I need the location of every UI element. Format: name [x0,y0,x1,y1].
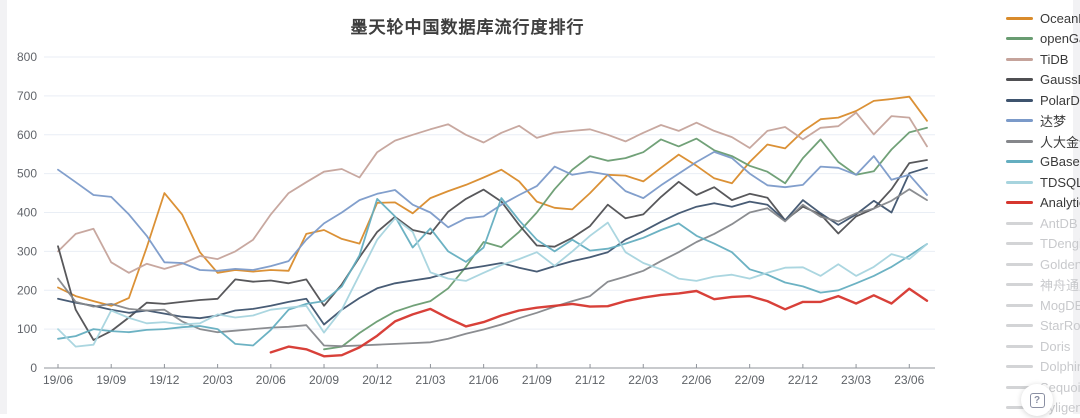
legend-item-openGauss[interactable]: openGauss [1006,29,1076,50]
legend-label-AnalyticDB: AnalyticDB [1040,195,1080,210]
x-axis-label-22/09: 22/09 [735,373,765,387]
legend-item-神舟通用[interactable]: 神舟通用 [1006,275,1076,296]
series-line-AnalyticDB [271,289,927,357]
x-axis-label-19/06: 19/06 [43,373,73,387]
legend-swatch-PolarDB [1006,99,1033,102]
legend-swatch-MogDB [1006,304,1033,307]
legend-item-GaussDB[interactable]: GaussDB [1006,70,1076,91]
x-axis-label-20/09: 20/09 [309,373,339,387]
legend-swatch-达梦 [1006,119,1033,122]
legend-swatch-openGauss [1006,37,1033,40]
legend-swatch-GaussDB [1006,78,1033,81]
legend-label-神舟通用: 神舟通用 [1040,275,1080,294]
legend-item-AntDB[interactable]: AntDB [1006,213,1076,234]
series-line-OceanBase [58,97,927,306]
legend-swatch-TDengine [1006,242,1033,245]
legend-item-OceanBase[interactable]: OceanBase [1006,8,1076,29]
legend-swatch-OceanBase [1006,17,1033,20]
help-button[interactable]: ? [1021,384,1053,416]
x-axis-label-21/12: 21/12 [575,373,605,387]
legend-swatch-Doris [1006,345,1033,348]
y-axis-label-100: 100 [17,322,37,336]
legend-item-TDSQL[interactable]: TDSQL [1006,172,1076,193]
legend-swatch-StarRocks [1006,324,1033,327]
legend-swatch-AnalyticDB [1006,201,1033,204]
y-axis-label-300: 300 [17,244,37,258]
x-axis-label-21/06: 21/06 [469,373,499,387]
x-axis-label-22/12: 22/12 [788,373,818,387]
legend-label-GBase: GBase [1040,154,1080,169]
x-axis-label-23/06: 23/06 [894,373,924,387]
legend-label-TiDB: TiDB [1040,52,1068,67]
legend-label-AntDB: AntDB [1040,216,1078,231]
legend-label-TDengine: TDengine [1040,236,1080,251]
y-axis-label-400: 400 [17,206,37,220]
legend-label-GaussDB: GaussDB [1040,72,1080,87]
legend-item-达梦[interactable]: 达梦 [1006,111,1076,132]
legend-label-TDSQL: TDSQL [1040,175,1080,190]
x-axis-label-22/06: 22/06 [681,373,711,387]
legend-item-GBase[interactable]: GBase [1006,152,1076,173]
legend-label-OceanBase: OceanBase [1040,11,1080,26]
x-axis-label-20/06: 20/06 [256,373,286,387]
legend-swatch-TiDB [1006,58,1033,61]
legend-label-PolarDB: PolarDB [1040,93,1080,108]
legend-label-人大金仓: 人大金仓 [1040,132,1080,151]
legend-item-StarRocks[interactable]: StarRocks [1006,316,1076,337]
legend-swatch-AntDB [1006,222,1033,225]
line-chart-plot-area: 0 100 200 300 400 500 600 700 800 19/06 19/09 19/12… [0,0,960,414]
y-axis-label-800: 800 [17,50,37,64]
x-axis-label-21/09: 21/09 [522,373,552,387]
y-axis-label-500: 500 [17,167,37,181]
legend-label-DolphinDB: DolphinDB [1040,359,1080,374]
x-axis-label-20/12: 20/12 [362,373,392,387]
legend-label-达梦: 达梦 [1040,111,1066,130]
legend-label-StarRocks: StarRocks [1040,318,1080,333]
x-axis-label-20/03: 20/03 [203,373,233,387]
series-line-openGauss [324,128,927,349]
legend-item-PolarDB[interactable]: PolarDB [1006,90,1076,111]
legend-item-TDengine[interactable]: TDengine [1006,234,1076,255]
legend-label-GoldenDB: GoldenDB [1040,257,1080,272]
legend-swatch-DolphinDB [1006,365,1033,368]
legend-swatch-人大金仓 [1006,140,1033,143]
legend-item-Doris[interactable]: Doris [1006,336,1076,357]
chart-legend: OceanBaseopenGauss TiDB GaussDBPolarDB达梦人大… [1006,8,1076,418]
y-axis-label-700: 700 [17,89,37,103]
legend-swatch-TDSQL [1006,181,1033,184]
legend-swatch-GBase [1006,160,1033,163]
legend-swatch-GoldenDB [1006,263,1033,266]
legend-label-Doris: Doris [1040,339,1070,354]
y-axis-label-200: 200 [17,283,37,297]
legend-item-DolphinDB[interactable]: DolphinDB [1006,357,1076,378]
legend-item-AnalyticDB[interactable]: AnalyticDB [1006,193,1076,214]
legend-item-MogDB[interactable]: MogDB [1006,295,1076,316]
legend-swatch-神舟通用 [1006,283,1033,286]
x-axis-label-19/12: 19/12 [149,373,179,387]
x-axis-label-21/03: 21/03 [415,373,445,387]
x-axis-label-22/03: 22/03 [628,373,658,387]
legend-label-MogDB: MogDB [1040,298,1080,313]
legend-item-人大金仓[interactable]: 人大金仓 [1006,131,1076,152]
x-axis-label-23/03: 23/03 [841,373,871,387]
x-axis-label-19/09: 19/09 [96,373,126,387]
y-axis-label-600: 600 [17,128,37,142]
legend-label-openGauss: openGauss [1040,31,1080,46]
series-line-GaussDB [58,160,927,340]
legend-item-GoldenDB[interactable]: GoldenDB [1006,254,1076,275]
legend-item-TiDB[interactable]: TiDB [1006,49,1076,70]
y-axis-label-0: 0 [30,361,37,375]
question-mark-icon: ? [1030,393,1045,408]
